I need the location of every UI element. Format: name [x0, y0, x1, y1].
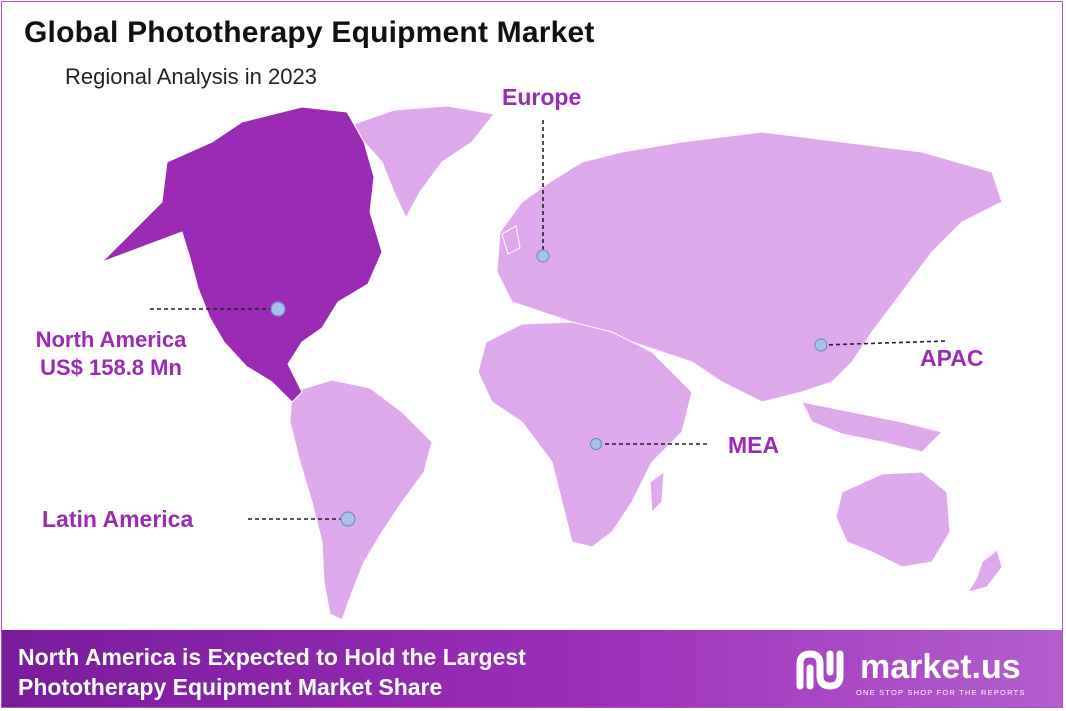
mea-marker — [589, 437, 603, 451]
page-title: Global Phototherapy Equipment Market — [24, 16, 595, 49]
leader-lines — [150, 120, 947, 520]
banner-line-2: Phototherapy Equipment Market Share — [18, 674, 443, 700]
north-america-name: North America — [35, 327, 187, 352]
north-america-shape — [101, 106, 383, 403]
market-us-logo: market.us ONE STOP SHOP FOR THE REPORTS — [794, 644, 1054, 698]
uk-shape — [501, 225, 521, 255]
greenland-shape — [353, 105, 495, 220]
europe-marker — [536, 249, 550, 263]
apac-marker — [814, 338, 828, 352]
world-map — [101, 105, 1003, 621]
africa-shape — [477, 321, 693, 548]
apac-label: APAC — [920, 345, 984, 371]
page-subtitle: Regional Analysis in 2023 — [65, 64, 317, 89]
europe-label: Europe — [502, 84, 582, 110]
new-zealand-shape — [966, 549, 1003, 593]
land-masses — [289, 105, 1003, 621]
australia-shape — [835, 471, 951, 568]
latin-america-marker — [340, 511, 356, 527]
southeast-asia-islands-shape — [801, 401, 943, 453]
south-america-shape — [289, 379, 433, 621]
region-markers — [270, 249, 828, 527]
north-america-marker — [270, 301, 286, 317]
logo-wordmark: market.us — [860, 648, 1021, 686]
latin-america-label: Latin America — [42, 506, 194, 532]
market-us-logo-icon — [796, 650, 844, 690]
footer-banner: North America is Expected to Hold the La… — [2, 630, 1062, 707]
banner-line-1: North America is Expected to Hold the La… — [18, 644, 526, 670]
north-america-label: North America US$ 158.8 Mn — [16, 326, 206, 382]
logo-tagline: ONE STOP SHOP FOR THE REPORTS — [856, 688, 1026, 697]
north-america-value: US$ 158.8 Mn — [40, 355, 182, 380]
mea-label: MEA — [728, 432, 780, 458]
banner-statement: North America is Expected to Hold the La… — [18, 642, 526, 702]
madagascar-shape — [649, 470, 665, 514]
